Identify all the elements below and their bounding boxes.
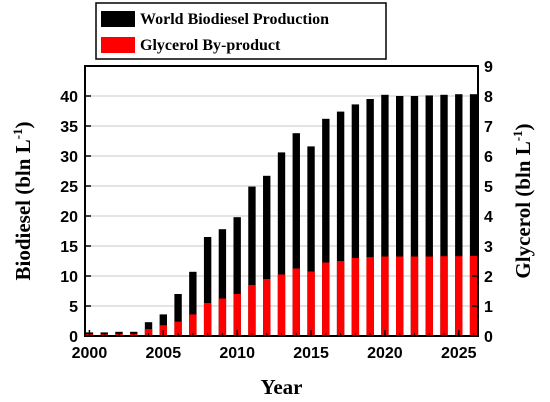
- bar-biodiesel-2014: [292, 133, 300, 336]
- bar-glycerol-2019: [366, 257, 374, 336]
- bar-glycerol-2004: [144, 329, 153, 336]
- bar-biodiesel-2020: [381, 94, 389, 336]
- bar-glycerol-2023: [425, 256, 433, 336]
- bar-glycerol-2026: [469, 255, 478, 336]
- bar-glycerol-2020: [381, 256, 389, 336]
- bar-glycerol-2008: [203, 303, 212, 336]
- bar-biodiesel-2011: [248, 186, 256, 336]
- bar-biodiesel-2025: [455, 94, 463, 336]
- bar-glycerol-2015: [307, 271, 315, 336]
- axis-tick-labels: 2000 2005 2010 2015 2020 20250510152025303540…: [60, 59, 493, 362]
- y-right-tick-label-9: 9: [484, 59, 493, 76]
- y-right-tick-label-0: 0: [484, 329, 493, 346]
- x-tick-label-2000: 2000: [72, 345, 108, 362]
- y-left-tick-label-0: 0: [69, 329, 78, 346]
- bar-biodiesel-2019: [366, 99, 374, 336]
- y-left-tick-label-10: 10: [60, 269, 78, 286]
- y-left-tick-label-5: 5: [69, 299, 78, 316]
- y-left-tick-label-20: 20: [60, 209, 78, 226]
- bar-glycerol-2022: [410, 256, 419, 336]
- legend-swatch-glycerol: [101, 37, 135, 53]
- y-right-tick-label-2: 2: [484, 269, 493, 286]
- y-right-tick-label-4: 4: [484, 209, 493, 226]
- legend-label-biodiesel: World Biodiesel Production: [140, 11, 329, 28]
- bar-biodiesel-2010: [233, 217, 241, 336]
- bar-biodiesel-2006: [174, 294, 182, 336]
- bar-biodiesel-2024: [440, 94, 448, 336]
- bar-biodiesel-2021: [396, 96, 404, 336]
- x-axis-title: Year: [261, 375, 303, 399]
- x-tick-label-2010: 2010: [219, 345, 255, 362]
- y-left-tick-label-15: 15: [60, 239, 78, 256]
- x-tick-label-2015: 2015: [293, 345, 329, 362]
- bar-biodiesel-2009: [218, 229, 227, 336]
- y-right-tick-label-6: 6: [484, 149, 493, 166]
- bar-glycerol-2007: [189, 314, 197, 336]
- bar-glycerol-2010: [233, 294, 241, 336]
- bar-biodiesel-2012: [263, 175, 271, 336]
- y-left-tick-label-25: 25: [60, 179, 78, 196]
- y-left-tick-label-30: 30: [60, 149, 78, 166]
- y-right-tick-label-7: 7: [484, 119, 493, 136]
- x-tick-label-2025: 2025: [441, 345, 477, 362]
- y-right-tick-label-3: 3: [484, 239, 493, 256]
- bar-glycerol-2012: [263, 279, 271, 336]
- bar-glycerol-2025: [455, 256, 463, 336]
- bar-biodiesel-2016: [322, 118, 330, 336]
- bar-biodiesel-2007: [189, 271, 197, 336]
- bar-biodiesel-2023: [425, 95, 433, 337]
- bar-biodiesel-2015: [307, 146, 315, 336]
- x-tick-label-2020: 2020: [367, 345, 403, 362]
- bar-glycerol-2024: [440, 256, 448, 336]
- bar-glycerol-2018: [351, 258, 360, 336]
- bar-biodiesel-2018: [351, 104, 360, 337]
- bar-glycerol-2011: [248, 285, 256, 336]
- axis-ticks: [85, 65, 478, 337]
- legend: World Biodiesel Production Glycerol By-p…: [95, 2, 387, 60]
- legend-swatch-biodiesel: [101, 11, 135, 27]
- y-axis-left-title: Biodiesel (bln L-1): [10, 121, 35, 280]
- bar-glycerol-2017: [336, 261, 345, 336]
- y-axis-right-title-sup: -1: [510, 130, 525, 141]
- y-axis-left-title-close: ): [11, 121, 35, 128]
- y-right-tick-label-5: 5: [484, 179, 493, 196]
- bar-series: [85, 94, 478, 337]
- y-left-tick-label-35: 35: [60, 119, 78, 136]
- bar-glycerol-2013: [277, 274, 286, 336]
- x-tick-label-2005: 2005: [146, 345, 182, 362]
- y-axis-right-title-close: ): [511, 123, 535, 130]
- bar-glycerol-2014: [292, 268, 300, 336]
- y-left-tick-label-40: 40: [60, 89, 78, 106]
- bar-biodiesel-2026: [469, 94, 478, 336]
- bar-biodiesel-2008: [203, 237, 212, 336]
- y-axis-left-title-sup: -1: [10, 128, 25, 139]
- y-axis-right-title: Glycerol (bln L-1): [510, 123, 535, 278]
- y-axis-left-title-main: Biodiesel (bln L: [11, 139, 35, 280]
- bar-glycerol-2006: [174, 321, 182, 336]
- bar-biodiesel-2022: [410, 96, 419, 336]
- bar-glycerol-2009: [218, 298, 227, 336]
- legend-box: [95, 2, 387, 60]
- y-right-tick-label-1: 1: [484, 299, 493, 316]
- y-right-tick-label-8: 8: [484, 89, 493, 106]
- bar-glycerol-2016: [322, 262, 330, 336]
- bar-glycerol-2021: [396, 256, 404, 336]
- bar-biodiesel-2017: [336, 111, 345, 336]
- y-axis-right-title-main: Glycerol (bln L: [511, 141, 535, 278]
- bar-biodiesel-2013: [277, 152, 286, 336]
- legend-label-glycerol: Glycerol By-product: [140, 37, 281, 54]
